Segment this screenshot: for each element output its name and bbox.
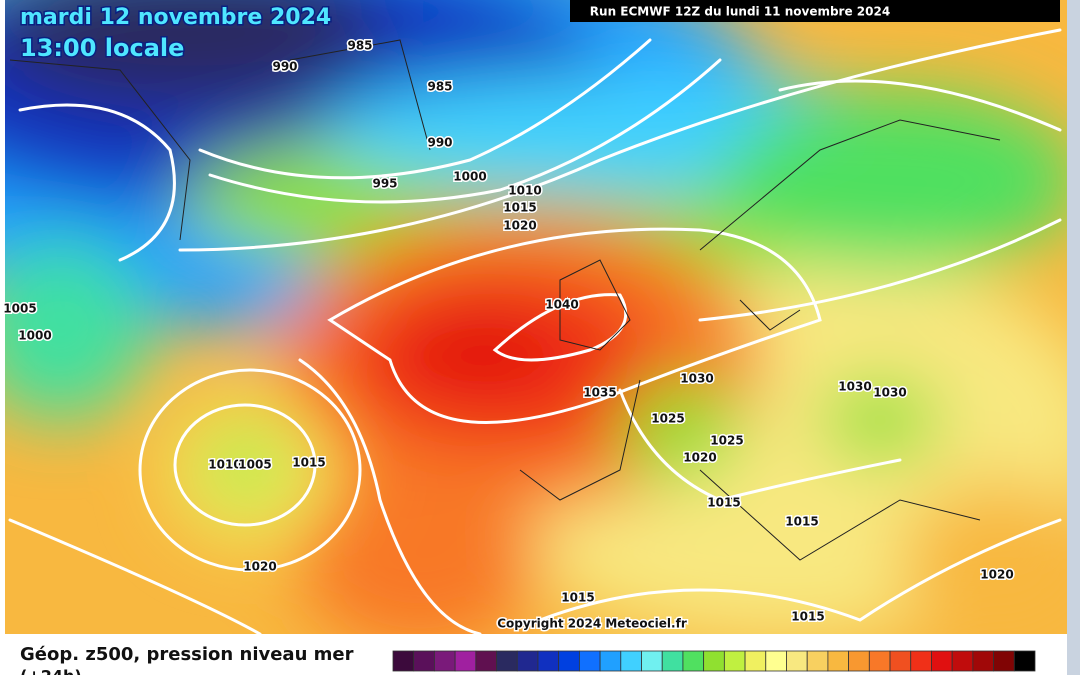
- isobar-label: 1010: [508, 184, 541, 198]
- coastlines: [9, 39, 1001, 561]
- color-swatch: [496, 650, 518, 672]
- isobar-label: 1005: [3, 302, 36, 316]
- color-swatch: [641, 650, 663, 672]
- isobar-label: 1030: [873, 386, 906, 400]
- color-swatch: [951, 650, 974, 672]
- color-swatch: [703, 650, 725, 672]
- color-swatch: [558, 650, 580, 672]
- isobar-label: 1040: [545, 298, 578, 312]
- isobar-label: 985: [347, 39, 372, 53]
- color-swatch: [972, 650, 994, 672]
- color-swatch: [806, 650, 829, 672]
- color-swatch: [392, 650, 415, 672]
- isobar-label: 1015: [561, 591, 594, 605]
- color-swatch: [744, 650, 767, 672]
- window-edge: [1067, 0, 1080, 675]
- color-swatch: [599, 650, 622, 672]
- isobar-label: 1025: [651, 412, 684, 426]
- isobar-label: 1035: [583, 386, 616, 400]
- isobar-label: 1030: [838, 380, 871, 394]
- legend-subtitle: (+24h): [20, 667, 82, 675]
- color-swatch: [868, 650, 891, 672]
- color-swatch: [993, 650, 1015, 672]
- run-info: Run ECMWF 12Z du lundi 11 novembre 2024: [590, 5, 890, 19]
- isobar-label: 990: [272, 60, 297, 74]
- isobar-label: 1020: [503, 219, 536, 233]
- color-swatch: [434, 650, 456, 672]
- copyright: Copyright 2024 Meteociel.fr: [497, 617, 687, 631]
- color-swatch: [578, 650, 601, 672]
- isobar-label: 1000: [18, 329, 51, 343]
- color-swatch: [1013, 650, 1036, 672]
- color-swatch: [889, 650, 912, 672]
- color-swatch: [827, 650, 850, 672]
- isobar-label: 1015: [503, 201, 536, 215]
- color-swatch: [786, 650, 808, 672]
- isobars: [8, 28, 1062, 634]
- isobar-label: 1025: [710, 434, 743, 448]
- isobar-label: 1020: [243, 560, 276, 574]
- isobar-label: 1020: [683, 451, 716, 465]
- isobar-label: 1030: [680, 372, 713, 386]
- map-time: 13:00 locale: [20, 34, 184, 62]
- color-swatch: [516, 650, 539, 672]
- color-swatch: [682, 650, 705, 672]
- color-swatch: [454, 650, 477, 672]
- color-swatch: [537, 650, 560, 672]
- color-swatch: [475, 650, 497, 672]
- color-swatch: [765, 650, 787, 672]
- isobar-label: 1020: [980, 568, 1013, 582]
- color-swatch: [848, 650, 870, 672]
- isobar-label: 1010: [208, 458, 241, 472]
- isobar-label: 985: [427, 80, 452, 94]
- color-swatch: [620, 650, 642, 672]
- map: [5, 0, 1067, 634]
- isobar-label: 1015: [785, 515, 818, 529]
- isobar-label: 1000: [453, 170, 486, 184]
- color-swatch: [910, 650, 932, 672]
- map-date: mardi 12 novembre 2024: [20, 5, 331, 30]
- isobar-label: 990: [427, 136, 452, 150]
- color-swatch: [931, 650, 953, 672]
- isobar-label: 1015: [292, 456, 325, 470]
- isobar-label: 1015: [707, 496, 740, 510]
- isobar-label: 995: [372, 177, 397, 191]
- isobar-label: 1005: [238, 458, 271, 472]
- color-swatch: [661, 650, 684, 672]
- legend-title: Géop. z500, pression niveau mer: [20, 644, 354, 665]
- run-banner: [570, 0, 1060, 22]
- color-swatch: [413, 650, 435, 672]
- isobar-label: 1015: [791, 610, 824, 624]
- color-swatch: [723, 650, 746, 672]
